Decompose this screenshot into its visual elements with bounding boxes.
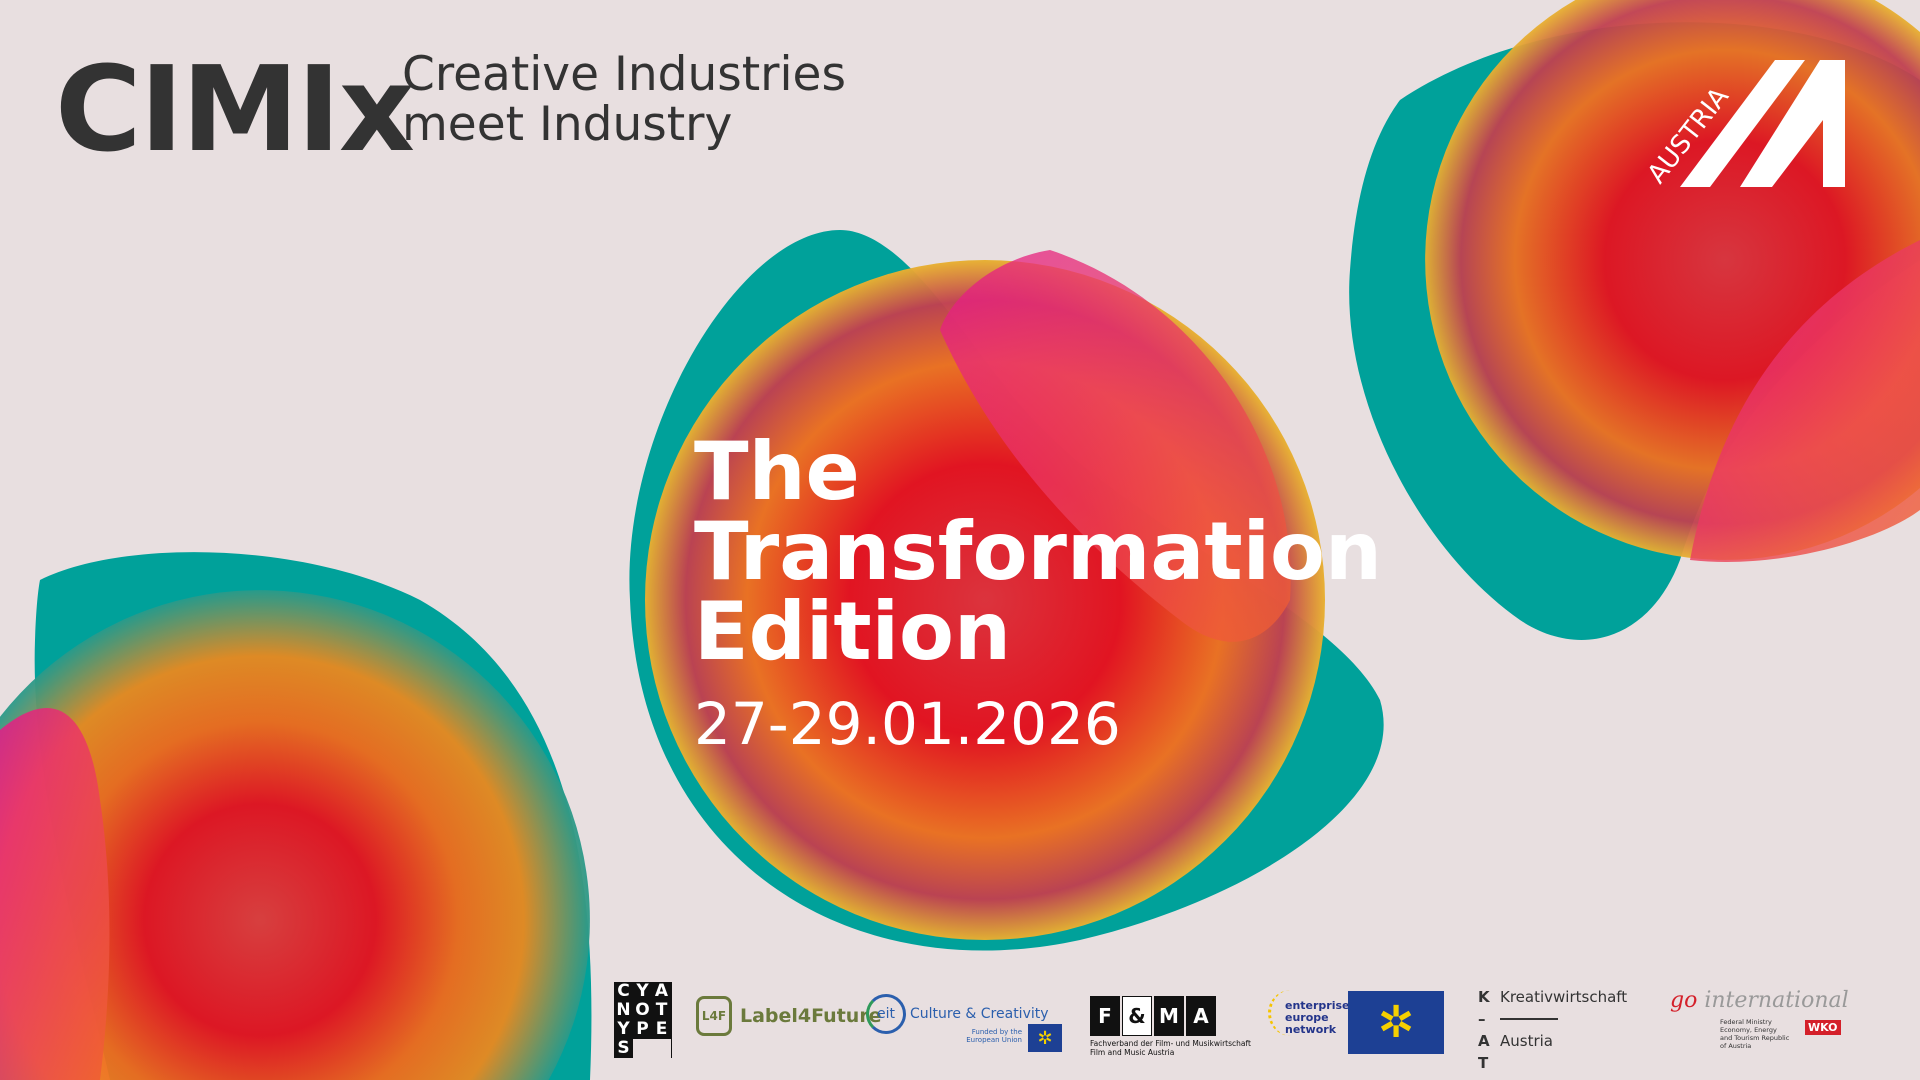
eit-mark: eit [866, 994, 906, 1034]
bottomleft-gradient-circle [0, 590, 590, 1080]
tagline-line-1: Creative Industries [402, 47, 846, 102]
center-magenta-shape [940, 250, 1291, 642]
event-title: The Transformation Edition [694, 432, 1382, 672]
cimix-logo: CIMIx [55, 40, 415, 178]
eit-name: Culture & Creativity [910, 1006, 1049, 1022]
fma-line-1: Fachverband der Film- und Musikwirtschaf… [1090, 1039, 1251, 1048]
tagline-line-2: meet Industry [402, 97, 733, 152]
label4future-logo: L4F Label4Future [696, 996, 882, 1036]
title-line-2: Transformation [694, 505, 1382, 598]
kreativwirtschaft-austria-logo: K Kreativwirtschaft – A Austria T [1478, 988, 1628, 1072]
title-line-1: The [694, 425, 860, 518]
event-date: 27-29.01.2026 [694, 690, 1121, 758]
bottomleft-magenta-shape [0, 707, 110, 1080]
ministry-text: Federal Ministry Economy, Energy and Tou… [1720, 1018, 1790, 1050]
fma-logo: F & M A Fachverband der Film- und Musikwirt… [1090, 996, 1251, 1057]
eit-funded-text: Funded by the European Union [966, 1028, 1022, 1044]
wko-logo: WKO [1805, 1020, 1841, 1035]
enterprise-europe-network-logo: enterprise europe network [1268, 990, 1350, 1036]
eit-culture-creativity-logo: eit Culture & Creativity Funded by the Eu… [866, 994, 1066, 1054]
tagline: Creative Industries meet Industry [402, 50, 846, 150]
go-international-logo: go international Federal Ministry Econom… [1670, 988, 1849, 1050]
fma-line-2: Film and Music Austria [1090, 1048, 1175, 1057]
l4f-name: Label4Future [740, 1005, 882, 1027]
topright-magenta-shape [1690, 240, 1920, 562]
l4f-mark: L4F [696, 996, 732, 1036]
eu-flag: ✲ [1348, 991, 1444, 1054]
austria-logo: AUSTRIA [1642, 60, 1845, 189]
eu-flag-small: ✲ [1028, 1024, 1062, 1052]
title-line-3: Edition [694, 585, 1011, 678]
